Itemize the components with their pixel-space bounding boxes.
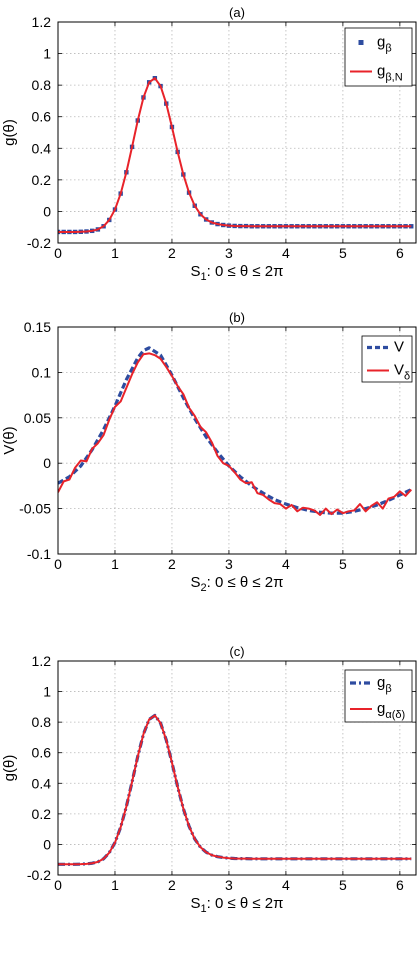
y-tick-label: 1 [43, 46, 51, 62]
x-tick-label: 0 [54, 556, 62, 572]
x-tick-label: 1 [111, 877, 119, 893]
x-tick-label: 4 [282, 556, 290, 572]
legend-entry: gβ [377, 674, 392, 695]
x-tick-label: 1 [111, 556, 119, 572]
x-tick-label: 3 [225, 245, 233, 261]
legend-box [344, 669, 413, 723]
y-tick-label: -0.1 [27, 546, 51, 562]
legend-entry-main: g [377, 34, 385, 51]
x-tick-label: 3 [225, 556, 233, 572]
x-axis-label-main: S [191, 895, 201, 912]
chart-panel-c: 0 1 2 3 4 5 6-0.200.20.40.60.811.2(c)S1: 0 ≤ θ… [1, 644, 417, 915]
y-tick-label: 0 [43, 836, 51, 852]
legend-entry-main: g [377, 63, 385, 80]
y-tick-label: 0.4 [32, 775, 52, 791]
y-tick-label: 0.4 [32, 140, 52, 156]
x-axis-label-sub: 2 [201, 582, 207, 594]
x-tick-label: 2 [168, 556, 176, 572]
legend-entry-sub: β [385, 43, 391, 55]
legend-entry-sub: α(δ) [385, 709, 405, 721]
x-tick-label: 5 [339, 245, 347, 261]
legend-entry-main: V [394, 362, 404, 379]
y-tick-label: 0.6 [32, 745, 52, 761]
x-axis-label-rest: : 0 ≤ θ ≤ 2π [207, 895, 284, 912]
chart-panel-a: 0 1 2 3 4 5 6-0.200.20.40.60.811.2(a)S1: 0 ≤ θ… [1, 5, 417, 283]
x-axis-label-sub: 1 [201, 903, 207, 915]
x-tick-label: 2 [168, 245, 176, 261]
x-axis-label: S1: 0 ≤ θ ≤ 2π [191, 895, 284, 915]
axes-frame [57, 21, 417, 244]
y-axis-label: V(θ) [1, 426, 18, 454]
y-tick-label: 1 [43, 684, 51, 700]
legend-entry-main: g [377, 674, 385, 691]
x-tick-label: 4 [282, 245, 290, 261]
y-tick-label: 0.6 [32, 109, 52, 125]
x-axis-label-main: S [191, 574, 201, 591]
legend-entry: V [394, 339, 404, 356]
legend-entry-sub: β,N [385, 72, 402, 84]
y-tick-label: -0.05 [19, 501, 51, 517]
x-tick-label: 0 [54, 245, 62, 261]
y-tick-label: 0.05 [24, 410, 51, 426]
legend-entry: gβ,N [377, 63, 403, 84]
x-tick-label: 1 [111, 245, 119, 261]
y-tick-label: 0.15 [24, 319, 51, 335]
y-tick-label: 0.8 [32, 77, 52, 93]
legend-entry-sub: δ [404, 371, 410, 383]
x-axis-label: S2: 0 ≤ θ ≤ 2π [191, 574, 284, 594]
y-tick-label: 0 [43, 203, 51, 219]
x-tick-label: 5 [339, 877, 347, 893]
y-tick-label: -0.2 [27, 867, 51, 883]
legend-box [361, 335, 413, 383]
axes-frame [57, 660, 417, 876]
legend-entry: gβ [377, 34, 392, 55]
x-axis-label-sub: 1 [201, 271, 207, 283]
y-tick-label: 1.2 [32, 653, 52, 669]
series-v--line [58, 352, 413, 516]
x-axis-label-rest: : 0 ≤ θ ≤ 2π [207, 263, 284, 280]
axes-frame [57, 326, 417, 555]
legend-entry: Vδ [394, 362, 410, 383]
y-tick-label: 0 [43, 455, 51, 471]
x-tick-label: 6 [396, 245, 404, 261]
x-tick-label: 6 [396, 556, 404, 572]
legend-marker [358, 40, 364, 45]
x-tick-label: 6 [396, 877, 404, 893]
legend-entry: gα(δ) [377, 700, 405, 721]
chart-title: (b) [229, 310, 245, 325]
series-group [58, 713, 412, 866]
y-axis-label: g(θ) [1, 755, 18, 782]
legend-box [344, 27, 413, 87]
x-tick-label: 3 [225, 877, 233, 893]
x-tick-label: 4 [282, 877, 290, 893]
series-g-n-line [58, 77, 412, 233]
y-tick-label: -0.2 [27, 235, 51, 251]
y-tick-label: 1.2 [32, 14, 52, 30]
y-tick-label: 0.8 [32, 714, 52, 730]
x-tick-label: 2 [168, 877, 176, 893]
series-group [58, 75, 414, 235]
chart-title: (c) [229, 644, 244, 659]
legend-entry-main: g [377, 700, 385, 717]
series-g--line [58, 714, 412, 866]
x-axis-label: S1: 0 ≤ θ ≤ 2π [191, 263, 284, 283]
y-tick-label: 0.1 [32, 364, 52, 380]
plot-area [58, 327, 416, 554]
y-tick-label: 0.2 [32, 172, 52, 188]
y-axis-label: g(θ) [1, 119, 18, 146]
x-axis-label-rest: : 0 ≤ θ ≤ 2π [207, 574, 284, 591]
x-tick-label: 0 [54, 877, 62, 893]
legend-entry-main: V [394, 339, 404, 356]
y-tick-label: 0.2 [32, 806, 52, 822]
x-axis-label-main: S [191, 263, 201, 280]
series-group [58, 346, 413, 516]
chart-title: (a) [229, 5, 245, 20]
legend-entry-sub: β [385, 683, 391, 695]
x-tick-label: 5 [339, 556, 347, 572]
